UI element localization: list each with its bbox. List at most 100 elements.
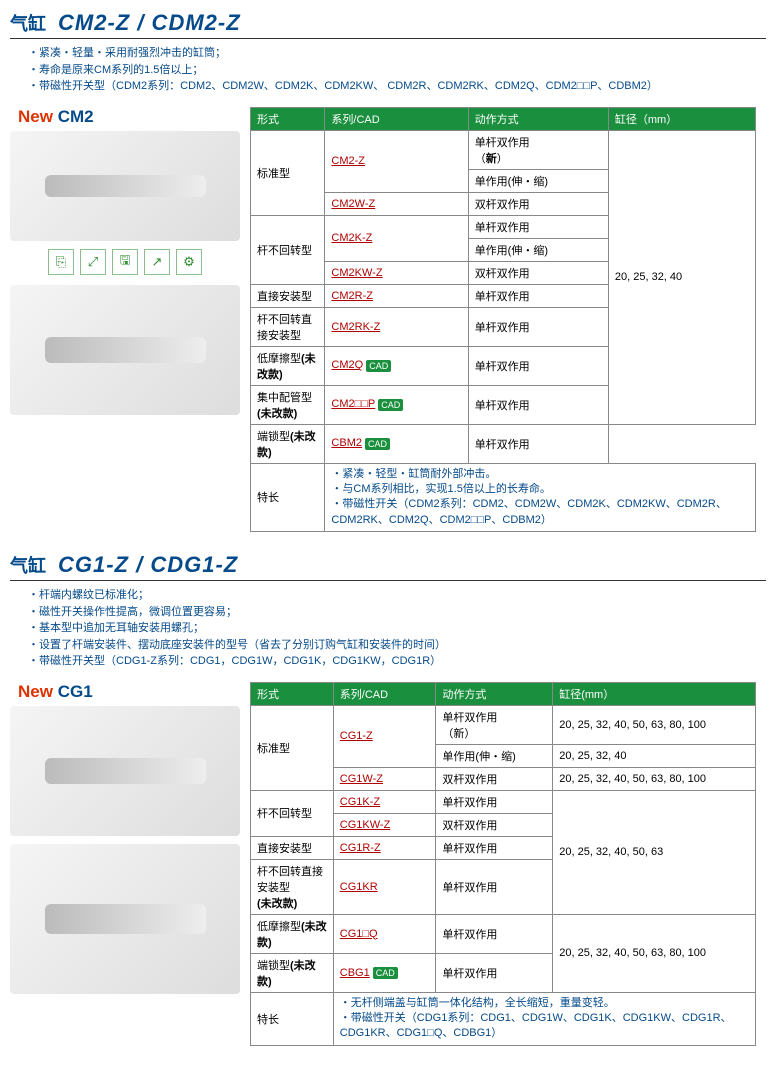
product-type: 气缸 [10, 552, 46, 578]
series-link[interactable]: CG1□Q [340, 928, 378, 940]
series-link[interactable]: CM2W-Z [331, 198, 375, 210]
cell-action: 单杆双作用（新） [468, 130, 608, 169]
cell-series: CM2RK-Z [325, 307, 468, 346]
cell-form: 直接安装型 [251, 836, 334, 859]
series-link[interactable]: CG1R-Z [340, 842, 381, 854]
bullet-item: ・紧凑・轻量・采用耐强烈冲击的缸筒； [28, 45, 766, 62]
cell-series: CM2KW-Z [325, 261, 468, 284]
th-action: 动作方式 [468, 107, 608, 130]
cell-bore: 20, 25, 32, 40 [608, 130, 755, 424]
th-form: 形式 [251, 682, 334, 705]
cell-bore: 20, 25, 32, 40, 50, 63, 80, 100 [553, 705, 756, 744]
cell-form: 直接安装型 [251, 284, 325, 307]
bullet-item: ・寿命是原来CM系列的1.5倍以上； [28, 62, 766, 79]
series-link[interactable]: CG1W-Z [340, 773, 383, 785]
feature-item: ・紧凑・轻型・缸筒耐外部冲击。 [331, 467, 749, 482]
product-type: 气缸 [10, 10, 46, 36]
cell-series: CG1K-Z [333, 790, 436, 813]
cell-action: 单杆双作用 [436, 790, 553, 813]
cell-bore: 20, 25, 32, 40, 50, 63 [553, 790, 756, 914]
series-link[interactable]: CBG1 [340, 967, 370, 979]
bullet-item: ・带磁性开关型（CDG1-Z系列：CDG1，CDG1W，CDG1K，CDG1KW… [28, 653, 766, 670]
product-image [10, 844, 240, 994]
section-title-cm2: 气缸 CM2-Z / CDM2-Z [10, 10, 766, 39]
spec-table-cg1: 形式 系列/CAD 动作方式 缸径(mm） 标准型 CG1-Z 单杆双作用（新）… [250, 682, 756, 1046]
th-bore: 缸径(mm） [553, 682, 756, 705]
feature-item: ・带磁性开关（CDM2系列：CDM2、CDM2W、CDM2K、CDM2KW、CD… [331, 497, 749, 528]
settings-icon[interactable]: ⚙ [176, 249, 202, 275]
series-link[interactable]: CM2-Z [331, 155, 365, 167]
bullet-item: ・磁性开关操作性提高，微调位置更容易； [28, 604, 766, 621]
cell-action: 单杆双作用 [436, 953, 553, 992]
new-badge: New CM2 [10, 107, 240, 127]
th-form: 形式 [251, 107, 325, 130]
cell-features: ・紧凑・轻型・缸筒耐外部冲击。 ・与CM系列相比，实现1.5倍以上的长寿命。 ・… [325, 463, 756, 532]
cell-form: 杆不回转型 [251, 215, 325, 284]
cell-form: 标准型 [251, 705, 334, 790]
cad-badge: CAD [373, 967, 398, 979]
cell-form: 杆不回转型 [251, 790, 334, 836]
save-icon[interactable]: 🖫 [112, 249, 138, 275]
cell-action: 单杆双作用 [436, 859, 553, 914]
cell-action: 单杆双作用 [468, 307, 608, 346]
cell-action: 双杆双作用 [436, 767, 553, 790]
series-link[interactable]: CG1K-Z [340, 796, 380, 808]
cell-action: 单杆双作用 [468, 284, 608, 307]
cell-form: 低摩擦型(未改款) [251, 346, 325, 385]
product-image [10, 706, 240, 836]
cell-action: 单杆双作用 [436, 836, 553, 859]
bullet-item: ・基本型中追加无耳轴安装用螺孔； [28, 620, 766, 637]
cad-badge: CAD [366, 360, 391, 372]
product-image [10, 131, 240, 241]
content-row-cg1: New CG1 形式 系列/CAD 动作方式 缸径(mm） 标准型 CG1-Z … [10, 682, 766, 1046]
series-link[interactable]: CG1-Z [340, 730, 373, 742]
cell-series: CM2-Z [325, 130, 468, 192]
model-code: CM2-Z / CDM2-Z [58, 10, 241, 36]
description-list-cm2: ・紧凑・轻量・采用耐强烈冲击的缸筒； ・寿命是原来CM系列的1.5倍以上； ・带… [10, 45, 766, 95]
cell-form: 端锁型(未改款) [251, 424, 325, 463]
cell-series: CM2K-Z [325, 215, 468, 261]
cell-series: CM2W-Z [325, 192, 468, 215]
series-link[interactable]: CG1KW-Z [340, 819, 391, 831]
cell-features-label: 特长 [251, 463, 325, 532]
series-link[interactable]: CG1KR [340, 881, 378, 893]
series-link[interactable]: CM2RK-Z [331, 321, 380, 333]
description-list-cg1: ・杆端内螺纹已标准化； ・磁性开关操作性提高，微调位置更容易； ・基本型中追加无… [10, 587, 766, 670]
cell-action: 单杆双作用 [468, 385, 608, 424]
cell-bore: 20, 25, 32, 40, 50, 63, 80, 100 [553, 767, 756, 790]
cell-bore: 20, 25, 32, 40 [553, 744, 756, 767]
image-column: New CM2 ⎘ ⤢ 🖫 ↗ ⚙ [10, 107, 240, 423]
product-image [10, 285, 240, 415]
cell-features: ・无杆侧端盖与缸筒一体化结构，全长缩短，重量变轻。 ・带磁性开关（CDG1系列：… [333, 992, 755, 1045]
cell-action: 单作用(伸・缩) [436, 744, 553, 767]
series-link[interactable]: CM2KW-Z [331, 267, 382, 279]
series-link[interactable]: CBM2 [331, 437, 362, 449]
cell-action: 单杆双作用 [468, 215, 608, 238]
share-icon[interactable]: ↗ [144, 249, 170, 275]
cell-action: 单作用(伸・缩) [468, 238, 608, 261]
cell-series: CG1R-Z [333, 836, 436, 859]
series-link[interactable]: CM2R-Z [331, 290, 373, 302]
feature-item: ・与CM系列相比，实现1.5倍以上的长寿命。 [331, 482, 749, 497]
content-row-cm2: New CM2 ⎘ ⤢ 🖫 ↗ ⚙ 形式 系列/CAD 动作方式 缸径（mm） … [10, 107, 766, 533]
new-text: New [18, 107, 53, 126]
cell-form: 端锁型(未改款) [251, 953, 334, 992]
cell-series: CBM2CAD [325, 424, 468, 463]
cell-features-label: 特长 [251, 992, 334, 1045]
bullet-item: ・带磁性开关型（CDM2系列：CDM2、CDM2W、CDM2K、CDM2KW、 … [28, 78, 766, 95]
th-series: 系列/CAD [325, 107, 468, 130]
expand-icon[interactable]: ⤢ [80, 249, 106, 275]
series-link[interactable]: CM2Q [331, 359, 363, 371]
image-toolbar: ⎘ ⤢ 🖫 ↗ ⚙ [10, 249, 240, 275]
cell-action: 单作用(伸・缩) [468, 169, 608, 192]
cell-action: 单杆双作用 [468, 424, 608, 463]
series-link[interactable]: CM2□□P [331, 398, 375, 410]
series-link[interactable]: CM2K-Z [331, 232, 372, 244]
cell-series: CM2QCAD [325, 346, 468, 385]
copy-icon[interactable]: ⎘ [48, 249, 74, 275]
cell-series: CG1-Z [333, 705, 436, 767]
th-action: 动作方式 [436, 682, 553, 705]
cell-series: CM2R-Z [325, 284, 468, 307]
cell-form: 标准型 [251, 130, 325, 215]
cell-series: CBG1CAD [333, 953, 436, 992]
